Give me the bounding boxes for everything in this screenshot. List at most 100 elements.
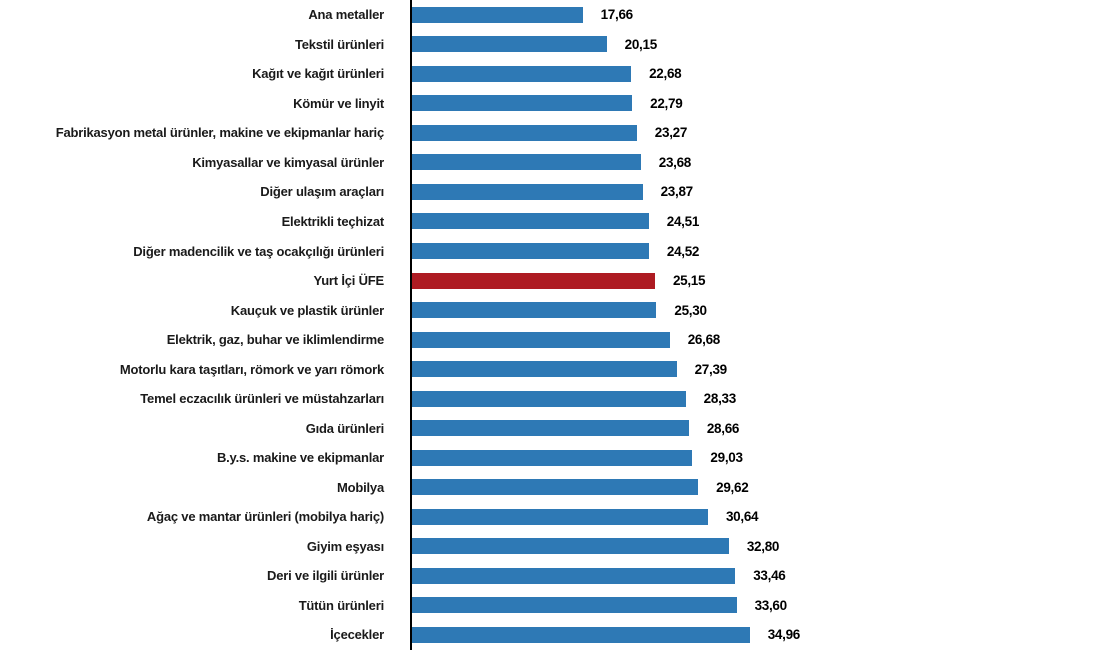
category-label: Motorlu kara taşıtları, römork ve yarı r…: [119, 361, 384, 377]
chart-row: Elektrikli teçhizat 24,51: [0, 207, 1100, 237]
bar: [412, 626, 750, 643]
bar: [412, 361, 677, 378]
chart-row: Kömür ve linyit 22,79: [0, 89, 1100, 119]
value-label: 23,68: [658, 154, 692, 170]
value-label: 25,15: [672, 273, 706, 289]
category-label: B.y.s. makine ve ekipmanlar: [216, 450, 384, 466]
category-label: Elektrik, gaz, buhar ve iklimlendirme: [166, 332, 384, 348]
chart-row: Diğer ulaşım araçları 23,87: [0, 177, 1100, 207]
bar-area: 22,79: [398, 89, 1100, 119]
bar: [412, 331, 670, 348]
category-label: Diğer madencilik ve taş ocakçılığı ürünl…: [133, 243, 384, 259]
value-label: 17,66: [600, 7, 634, 23]
bar: [412, 154, 641, 171]
category-label: Ana metaller: [308, 7, 384, 23]
chart-row: Mobilya 29,62: [0, 473, 1100, 503]
chart-row: İçecekler 34,96: [0, 620, 1100, 650]
chart-row: Tütün ürünleri 33,60: [0, 591, 1100, 621]
category-label: Fabrikasyon metal ürünler, makine ve eki…: [55, 125, 384, 141]
bar: [412, 65, 632, 82]
bar-area: 33,46: [398, 561, 1100, 591]
value-label: 28,66: [706, 420, 740, 436]
value-label: 33,60: [754, 597, 788, 613]
value-label: 24,51: [666, 213, 700, 229]
category-label: Tütün ürünleri: [298, 597, 385, 613]
bar-area: 29,03: [398, 443, 1100, 473]
bar: [412, 95, 633, 112]
bar-area: 23,87: [398, 177, 1100, 207]
bar: [412, 479, 699, 496]
bar: [412, 508, 708, 525]
chart-row: B.y.s. makine ve ekipmanlar 29,03: [0, 443, 1100, 473]
bar: [412, 213, 649, 230]
category-label: Kömür ve linyit: [293, 95, 384, 111]
bar-area: 32,80: [398, 532, 1100, 562]
value-label: 33,46: [753, 568, 786, 584]
category-label: Giyim eşyası: [306, 538, 384, 554]
bar-area: 28,33: [398, 384, 1100, 414]
category-label: Deri ve ilgili ürünler: [267, 568, 384, 584]
value-label: 34,96: [767, 627, 801, 643]
bar-area: 25,30: [398, 295, 1100, 325]
bar: [412, 538, 729, 555]
chart-row: Ağaç ve mantar ürünleri (mobilya hariç) 3…: [0, 502, 1100, 532]
bar: [412, 420, 689, 437]
category-label: Yurt İçi ÜFE: [313, 273, 384, 289]
category-label: İçecekler: [330, 627, 384, 643]
bar: [412, 302, 657, 319]
chart-row: Fabrikasyon metal ürünler, makine ve eki…: [0, 118, 1100, 148]
value-label: 23,27: [654, 125, 688, 141]
highlight-bar: [412, 272, 655, 289]
category-label: Kimyasallar ve kimyasal ürünler: [192, 154, 384, 170]
value-label: 32,80: [746, 538, 780, 554]
bar: [412, 390, 686, 407]
bar-area: 20,15: [398, 30, 1100, 60]
bar: [412, 597, 737, 614]
bar-area: 25,15: [398, 266, 1100, 296]
bar: [412, 6, 583, 23]
bar-area: 23,68: [398, 148, 1100, 178]
value-label: 20,15: [624, 36, 658, 52]
bar-area: 24,51: [398, 207, 1100, 237]
category-label: Gıda ürünleri: [305, 420, 385, 436]
chart-row: Deri ve ilgili ürünler 33,46: [0, 561, 1100, 591]
category-label: Diğer ulaşım araçları: [260, 184, 384, 200]
bar-area: 26,68: [398, 325, 1100, 355]
category-label: Temel eczacılık ürünleri ve müstahzarlar…: [140, 391, 384, 407]
bar-area: 33,60: [398, 591, 1100, 621]
value-label: 28,33: [703, 391, 737, 407]
value-label: 22,68: [649, 66, 682, 82]
value-label: 29,03: [710, 450, 743, 466]
value-label: 26,68: [687, 332, 721, 348]
bar-area: 30,64: [398, 502, 1100, 532]
chart-row: Elektrik, gaz, buhar ve iklimlendirme 26,…: [0, 325, 1100, 355]
category-label: Kağıt ve kağıt ürünleri: [252, 66, 384, 82]
category-label: Kauçuk ve plastik ürünler: [230, 302, 384, 318]
bar-area: 23,27: [398, 118, 1100, 148]
bar: [412, 36, 607, 53]
chart-row: Giyim eşyası 32,80: [0, 532, 1100, 562]
y-axis-line: [410, 0, 412, 650]
value-label: 23,87: [660, 184, 694, 200]
value-label: 25,30: [674, 302, 707, 318]
chart-row: Diğer madencilik ve taş ocakçılığı ürünl…: [0, 236, 1100, 266]
chart-row: Kağıt ve kağıt ürünleri 22,68: [0, 59, 1100, 89]
bar: [412, 183, 643, 200]
bar-area: 29,62: [398, 473, 1100, 503]
chart-row: Temel eczacılık ürünleri ve müstahzarlar…: [0, 384, 1100, 414]
bar: [412, 243, 649, 260]
bar: [412, 567, 736, 584]
value-label: 22,79: [650, 95, 683, 111]
bar-area: 24,52: [398, 236, 1100, 266]
bar-area: 17,66: [398, 0, 1100, 30]
bar-area: 28,66: [398, 413, 1100, 443]
category-label: Tekstil ürünleri: [294, 36, 384, 52]
category-label: Ağaç ve mantar ürünleri (mobilya hariç): [146, 509, 384, 525]
value-label: 27,39: [694, 361, 728, 377]
value-label: 30,64: [725, 509, 759, 525]
chart-row: Gıda ürünleri 28,66: [0, 413, 1100, 443]
bar: [412, 449, 693, 466]
chart-row: Ana metaller 17,66: [0, 0, 1100, 30]
